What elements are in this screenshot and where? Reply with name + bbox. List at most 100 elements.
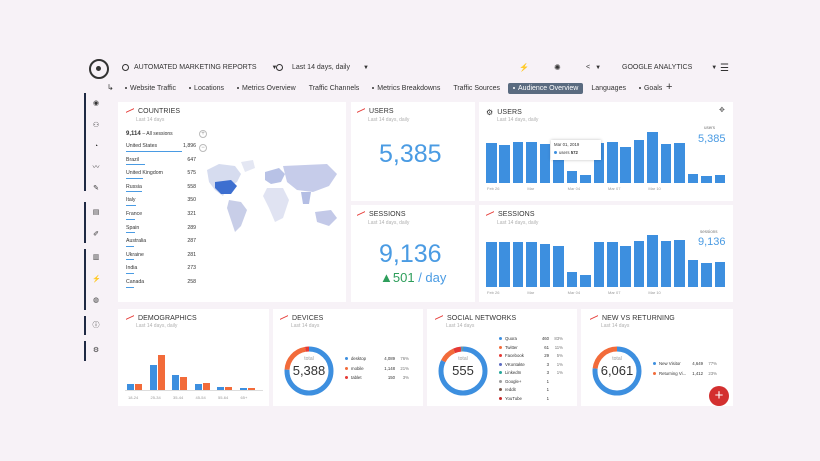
date-range-selector[interactable]: Last 14 days, daily ▼ bbox=[276, 64, 369, 71]
integrations-button[interactable]: ✺ bbox=[554, 63, 561, 72]
legend-item[interactable]: Facebook 29 5% bbox=[499, 353, 563, 358]
chart-bar[interactable] bbox=[647, 131, 658, 183]
chart-bar[interactable] bbox=[539, 243, 551, 287]
legend-item[interactable]: reddit 1 bbox=[499, 387, 561, 392]
chart-bar[interactable] bbox=[633, 139, 645, 183]
female-bar[interactable] bbox=[247, 388, 255, 390]
legend-item[interactable]: LinkedIn 3 1% bbox=[499, 370, 563, 375]
chart-bar[interactable] bbox=[607, 142, 618, 183]
country-row[interactable]: United Kingdom 575 bbox=[126, 170, 196, 176]
pie-icon[interactable]: ◔ bbox=[93, 143, 99, 150]
plug-button[interactable]: ⚡ bbox=[519, 63, 529, 72]
legend-item[interactable]: Google+ 1 bbox=[499, 379, 561, 384]
gear-icon[interactable]: ⚙ bbox=[92, 347, 100, 354]
chart-bar[interactable] bbox=[620, 246, 631, 287]
chart-bar[interactable] bbox=[566, 171, 578, 183]
chart-bar[interactable] bbox=[660, 143, 672, 183]
info-icon[interactable]: ⓘ bbox=[92, 322, 100, 329]
chart-bar[interactable] bbox=[526, 142, 537, 183]
tab-metrics-breakdowns[interactable]: Metrics Breakdowns bbox=[367, 83, 445, 94]
expand-button[interactable]: + bbox=[199, 130, 207, 138]
pen-icon[interactable]: ✐ bbox=[93, 231, 99, 238]
country-row[interactable]: Italy 350 bbox=[126, 197, 196, 203]
legend-item[interactable]: mobile 1,148 21% bbox=[345, 366, 409, 371]
legend-item[interactable]: Twitter 61 11% bbox=[499, 345, 563, 350]
chart-bar[interactable] bbox=[687, 259, 699, 287]
tab-traffic-sources[interactable]: Traffic Sources bbox=[448, 83, 505, 94]
world-map[interactable] bbox=[197, 158, 345, 238]
country-row[interactable]: Canada 258 bbox=[126, 279, 196, 285]
country-row[interactable]: Russia 558 bbox=[126, 184, 196, 190]
male-bar[interactable] bbox=[172, 375, 179, 390]
male-bar[interactable] bbox=[149, 365, 157, 390]
chart-bar[interactable] bbox=[647, 235, 658, 287]
add-tab-button[interactable]: + bbox=[666, 81, 673, 93]
brush-icon[interactable]: ✎ bbox=[93, 185, 99, 192]
chart-bar[interactable] bbox=[714, 261, 726, 287]
chart-bar[interactable] bbox=[580, 175, 591, 183]
app-logo[interactable] bbox=[89, 59, 109, 79]
return-arrow-icon[interactable]: ↳ bbox=[107, 83, 114, 92]
legend-item[interactable]: tablet 150 3% bbox=[345, 375, 409, 380]
chart-bar[interactable] bbox=[660, 240, 672, 287]
donut-segment[interactable] bbox=[592, 346, 642, 396]
female-bar[interactable] bbox=[157, 355, 165, 390]
female-bar[interactable] bbox=[180, 376, 187, 390]
legend-item[interactable]: YouTube 1 bbox=[499, 396, 561, 401]
country-row[interactable]: Brazil 647 bbox=[126, 157, 196, 163]
male-bar[interactable] bbox=[239, 387, 247, 390]
chart-bar[interactable] bbox=[633, 240, 645, 287]
chart-bar[interactable] bbox=[674, 239, 685, 287]
gear-icon[interactable]: ⚙ bbox=[486, 108, 494, 117]
chart-bar[interactable] bbox=[539, 143, 551, 183]
tab-languages[interactable]: Languages bbox=[586, 83, 631, 94]
country-row[interactable]: Ukraine 281 bbox=[126, 252, 196, 258]
chart-bar[interactable] bbox=[580, 274, 591, 287]
chart-bar[interactable] bbox=[701, 175, 712, 183]
clipboard-icon[interactable]: ▤ bbox=[92, 209, 100, 216]
add-widget-button[interactable]: + bbox=[709, 386, 729, 406]
country-row[interactable]: Spain 289 bbox=[126, 225, 196, 231]
legend-item[interactable]: VKontakte 3 1% bbox=[499, 362, 563, 367]
chart-bar[interactable] bbox=[499, 242, 510, 287]
social-donut[interactable] bbox=[436, 344, 490, 398]
chart-bar[interactable] bbox=[499, 145, 510, 183]
trend-icon[interactable]: 〰 bbox=[92, 164, 100, 171]
tab-traffic-channels[interactable]: Traffic Channels bbox=[304, 83, 365, 94]
tab-goals[interactable]: Goals bbox=[634, 83, 667, 94]
donut-segment[interactable] bbox=[438, 346, 488, 396]
legend-item[interactable]: desktop 4,089 76% bbox=[345, 356, 409, 361]
country-row[interactable]: Australia 287 bbox=[126, 238, 196, 244]
data-source-selector[interactable]: GOOGLE ANALYTICS ▼ bbox=[622, 64, 717, 71]
users-icon[interactable]: ⚇ bbox=[92, 122, 100, 129]
female-bar[interactable] bbox=[225, 386, 232, 390]
plug-icon[interactable]: ⚡ bbox=[92, 276, 101, 283]
female-bar[interactable] bbox=[202, 383, 210, 390]
chart-bar[interactable] bbox=[512, 241, 524, 287]
legend-item[interactable]: New Visitor 4,649 77% bbox=[653, 361, 717, 366]
chart-bar[interactable] bbox=[486, 143, 497, 183]
move-icon[interactable]: ✥ bbox=[719, 107, 725, 114]
chart-bar[interactable] bbox=[593, 143, 605, 183]
male-bar[interactable] bbox=[217, 387, 224, 390]
building-icon[interactable]: ▥ bbox=[92, 254, 100, 261]
male-bar[interactable] bbox=[194, 384, 202, 390]
globe-icon[interactable]: ◉ bbox=[92, 100, 100, 107]
report-selector[interactable]: AUTOMATED MARKETING REPORTS ▼ bbox=[122, 64, 277, 71]
chart-bar[interactable] bbox=[486, 242, 497, 287]
tab-locations[interactable]: Locations bbox=[184, 83, 229, 94]
chart-bar[interactable] bbox=[553, 146, 564, 183]
chart-bar[interactable] bbox=[687, 174, 699, 183]
chart-bar[interactable] bbox=[566, 272, 578, 287]
user-circle-icon[interactable]: ◍ bbox=[92, 297, 100, 304]
menu-button[interactable]: ☰ bbox=[720, 63, 729, 74]
share-button[interactable]: < ▼ bbox=[586, 64, 601, 71]
new-returning-donut[interactable] bbox=[590, 344, 644, 398]
tab-audience-overview[interactable]: Audience Overview bbox=[508, 83, 584, 94]
male-bar[interactable] bbox=[127, 383, 134, 390]
chart-bar[interactable] bbox=[526, 242, 537, 287]
collapse-button[interactable]: − bbox=[199, 144, 207, 152]
tab-metrics-overview[interactable]: Metrics Overview bbox=[232, 83, 301, 94]
chart-bar[interactable] bbox=[701, 262, 712, 287]
chart-bar[interactable] bbox=[674, 143, 685, 183]
